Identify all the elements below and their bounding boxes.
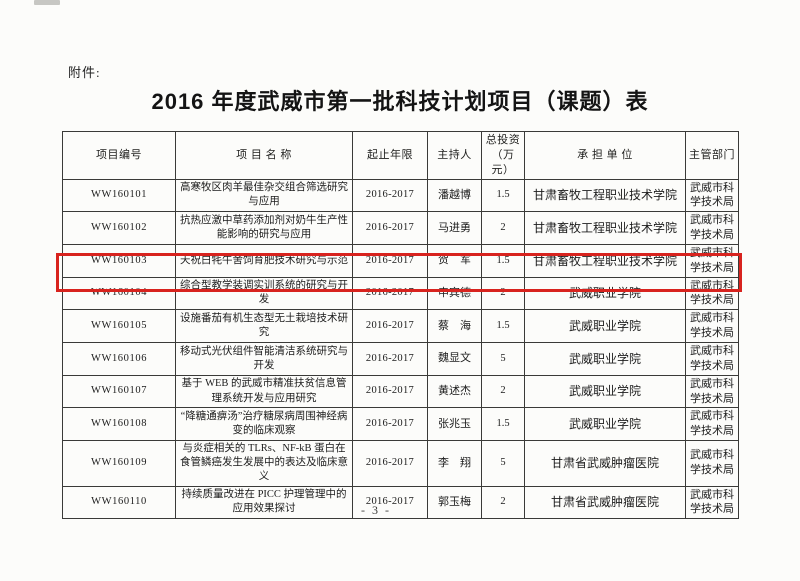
table-row: WW160110 持续质量改进在 PICC 护理管理中的应用效果探讨 2016-… [62, 485, 739, 520]
department-cell: 武威市科学技术局 [685, 374, 739, 409]
years-cell: 2016-2017 [352, 440, 428, 487]
department-cell: 武威市科学技术局 [685, 309, 739, 343]
scan-artifact [34, 0, 60, 5]
table-row: WW160109 与炎症相关的 TLRs、NF-kB 蛋白在食管鳞癌发生发展中的… [62, 440, 739, 487]
investment-cell: 2 [481, 211, 525, 245]
unit-cell: 甘肃省武威肿瘤医院 [524, 485, 686, 520]
leader-cell: 李 翔 [427, 440, 482, 487]
unit-cell: 武威职业学院 [524, 374, 686, 409]
page-title: 2016 年度武威市第一批科技计划项目（课题）表 [151, 89, 649, 114]
project-name-cell: 抗热应激中草药添加剂对奶牛生产性能影响的研究与应用 [175, 211, 353, 245]
department-cell: 武威市科学技术局 [685, 407, 739, 442]
years-cell: 2016-2017 [352, 341, 428, 376]
project-code-cell: WW160107 [62, 374, 176, 409]
unit-cell: 甘肃畜牧工程职业技术学院 [524, 178, 686, 213]
leader-cell: 马进勇 [427, 211, 482, 245]
investment-cell: 2 [481, 374, 525, 409]
column-header-investment: 总投资 （万元） [481, 131, 525, 180]
column-header-project-name: 项 目 名 称 [175, 131, 353, 180]
project-name-cell: 天祝白牦牛舍饲育肥技术研究与示范 [175, 243, 353, 278]
column-header-unit: 承 担 单 位 [524, 131, 686, 180]
project-code-cell: WW160109 [62, 440, 176, 487]
unit-cell: 甘肃畜牧工程职业技术学院 [524, 243, 686, 278]
project-code-cell: WW160106 [62, 341, 176, 376]
page-number: - 3 - [361, 503, 391, 517]
table-row: WW160102 抗热应激中草药添加剂对奶牛生产性能影响的研究与应用 2016-… [62, 211, 739, 245]
leader-cell: 申宾德 [427, 276, 482, 311]
leader-cell: 贺 军 [427, 243, 482, 278]
years-cell: 2016-2017 [352, 243, 428, 278]
department-cell: 武威市科学技术局 [685, 440, 739, 487]
department-cell: 武威市科学技术局 [685, 178, 739, 213]
years-cell: 2016-2017 [352, 178, 428, 213]
leader-cell: 潘越博 [427, 178, 482, 213]
attachment-label: 附件: [68, 65, 101, 80]
investment-cell: 5 [481, 341, 525, 376]
table-row: WW160101 高寒牧区肉羊最佳杂交组合筛选研究与应用 2016-2017 潘… [62, 178, 739, 213]
investment-cell: 1.5 [481, 407, 525, 442]
leader-cell: 张兆玉 [427, 407, 482, 442]
project-name-cell: 与炎症相关的 TLRs、NF-kB 蛋白在食管鳞癌发生发展中的表达及临床意义 [175, 440, 353, 487]
project-name-cell: 设施番茄有机生态型无土栽培技术研究 [175, 309, 353, 343]
years-cell: 2016-2017 [352, 276, 428, 311]
column-header-department: 主管部门 [685, 131, 739, 180]
column-header-years: 起止年限 [352, 131, 428, 180]
column-header-project-code: 项目编号 [62, 131, 176, 180]
investment-cell: 5 [481, 440, 525, 487]
project-name-cell: 移动式光伏组件智能清洁系统研究与开发 [175, 341, 353, 376]
project-code-cell: WW160105 [62, 309, 176, 343]
project-name-cell: “降糖通痹汤”治疗糖尿病周围神经病变的临床观察 [175, 407, 353, 442]
projects-table: 项目编号 项 目 名 称 起止年限 主持人 总投资 （万元） 承 担 单 位 主… [62, 131, 739, 520]
leader-cell: 魏显文 [427, 341, 482, 376]
unit-cell: 武威职业学院 [524, 407, 686, 442]
department-cell: 武威市科学技术局 [685, 341, 739, 376]
unit-cell: 武威职业学院 [524, 276, 686, 311]
project-code-cell: WW160103 [62, 243, 176, 278]
investment-cell: 2 [481, 276, 525, 311]
project-code-cell: WW160104 [62, 276, 176, 311]
investment-cell: 1.5 [481, 243, 525, 278]
leader-cell: 蔡 海 [427, 309, 482, 343]
project-code-cell: WW160101 [62, 178, 176, 213]
table-row: WW160103 天祝白牦牛舍饲育肥技术研究与示范 2016-2017 贺 军 … [62, 243, 739, 278]
table-row: WW160108 “降糖通痹汤”治疗糖尿病周围神经病变的临床观察 2016-20… [62, 407, 739, 442]
years-cell: 2016-2017 [352, 211, 428, 245]
table-header-row: 项目编号 项 目 名 称 起止年限 主持人 总投资 （万元） 承 担 单 位 主… [62, 131, 739, 180]
department-cell: 武威市科学技术局 [685, 211, 739, 245]
investment-cell: 2 [481, 485, 525, 520]
department-cell: 武威市科学技术局 [685, 243, 739, 278]
unit-cell: 甘肃畜牧工程职业技术学院 [524, 211, 686, 245]
years-cell: 2016-2017 [352, 309, 428, 343]
unit-cell: 武威职业学院 [524, 341, 686, 376]
investment-cell: 1.5 [481, 178, 525, 213]
years-cell: 2016-2017 [352, 374, 428, 409]
project-code-cell: WW160102 [62, 211, 176, 245]
unit-cell: 甘肃省武威肿瘤医院 [524, 440, 686, 487]
table-row: WW160106 移动式光伏组件智能清洁系统研究与开发 2016-2017 魏显… [62, 341, 739, 376]
project-code-cell: WW160110 [62, 485, 176, 520]
leader-cell: 黄述杰 [427, 374, 482, 409]
investment-cell: 1.5 [481, 309, 525, 343]
years-cell: 2016-2017 [352, 407, 428, 442]
table-row: WW160107 基于 WEB 的武威市精准扶贫信息管理系统开发与应用研究 20… [62, 374, 739, 409]
project-name-cell: 高寒牧区肉羊最佳杂交组合筛选研究与应用 [175, 178, 353, 213]
project-name-cell: 综合型教学装调实训系统的研究与开发 [175, 276, 353, 311]
project-name-cell: 基于 WEB 的武威市精准扶贫信息管理系统开发与应用研究 [175, 374, 353, 409]
department-cell: 武威市科学技术局 [685, 485, 739, 520]
unit-cell: 武威职业学院 [524, 309, 686, 343]
table-row: WW160104 综合型教学装调实训系统的研究与开发 2016-2017 申宾德… [62, 276, 739, 311]
project-code-cell: WW160108 [62, 407, 176, 442]
table-row: WW160105 设施番茄有机生态型无土栽培技术研究 2016-2017 蔡 海… [62, 309, 739, 343]
column-header-leader: 主持人 [427, 131, 482, 180]
department-cell: 武威市科学技术局 [685, 276, 739, 311]
